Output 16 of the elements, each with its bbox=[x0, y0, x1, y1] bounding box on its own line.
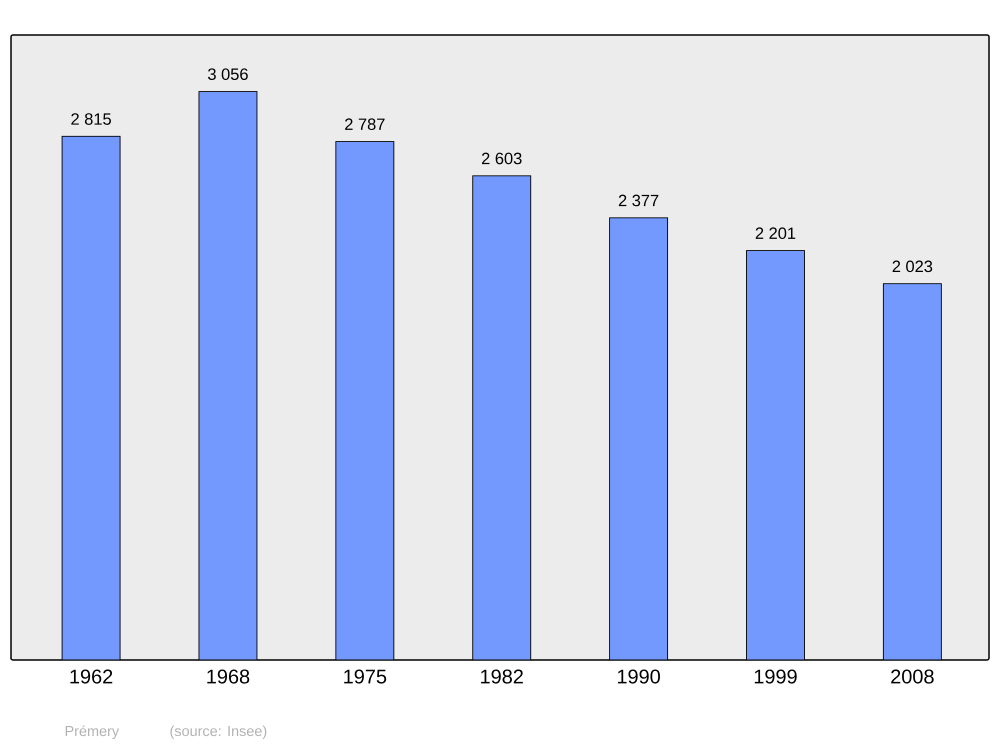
x-tick-label: 1975 bbox=[344, 670, 386, 684]
text: Prémery bbox=[66, 725, 120, 739]
x-tick-label: 1962 bbox=[70, 670, 112, 684]
x-tick-label: 1999 bbox=[754, 670, 797, 684]
x-tick-label: 1968 bbox=[207, 670, 250, 684]
text: (source: Insee) bbox=[170, 726, 266, 739]
x-tick-label: 2008 bbox=[891, 670, 934, 684]
data-label: 2 377 bbox=[618, 194, 658, 206]
x-tick-label: 1990 bbox=[618, 670, 660, 684]
data-label: 2 815 bbox=[71, 113, 111, 125]
data-label: 2 603 bbox=[482, 152, 522, 164]
data-label: 2 023 bbox=[892, 260, 932, 272]
data-label: 2 201 bbox=[756, 227, 796, 240]
data-label: 2 787 bbox=[345, 118, 385, 130]
data-label: 3 056 bbox=[208, 68, 248, 80]
x-tick-label: 1982 bbox=[481, 670, 523, 684]
